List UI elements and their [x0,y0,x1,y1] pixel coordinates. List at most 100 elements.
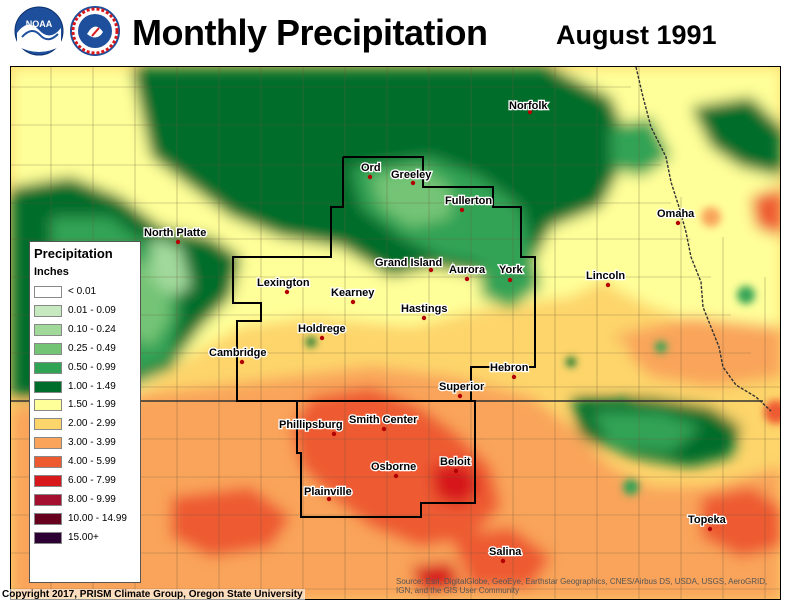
legend-units: Inches [34,266,69,278]
city-label-lexington: Lexington [257,277,310,289]
legend-label: < 0.01 [68,286,97,297]
legend-swatch [34,456,62,469]
city-label-lincoln: Lincoln [586,270,625,282]
legend-swatch [34,342,62,355]
city-label-kearney: Kearney [331,287,375,299]
city-label-hastings: Hastings [401,303,447,315]
city-marker-plainville [326,496,332,502]
legend-label: 6.00 - 7.99 [68,475,116,486]
legend-row: 10.00 - 14.99 [34,512,138,527]
city-label-aurora: Aurora [449,264,486,276]
city-label-holdrege: Holdrege [298,323,346,335]
legend-label: 8.00 - 9.99 [68,493,116,505]
city-marker-york [507,277,513,283]
legend-label: 15.00+ [68,531,99,543]
legend-swatch [34,286,62,298]
legend-swatch [34,512,62,525]
city-marker-grand-island [428,267,434,273]
city-label-ord: Ord [361,162,381,174]
legend-swatch [34,493,62,506]
date-label: August 1991 [556,20,717,50]
legend-title: Precipitation [34,246,113,261]
city-marker-ord [367,174,373,180]
city-marker-omaha [675,220,681,226]
city-label-beloit: Beloit [440,456,471,468]
legend-label: 3.00 - 3.99 [68,437,116,449]
legend-label: 4.00 - 5.99 [68,456,116,468]
city-label-phillipsburg: Phillipsburg [279,419,343,431]
page-title: Monthly Precipitation [132,12,488,53]
legend-swatch [34,437,62,450]
legend-swatch [34,361,62,374]
city-marker-smith-center [381,426,387,432]
city-marker-lexington [284,289,290,295]
legend-row: 0.10 - 0.24 [34,323,138,338]
legend-row: < 0.01 [34,286,138,300]
city-label-omaha: Omaha [657,208,695,220]
copyright-text: Copyright 2017, PRISM Climate Group, Ore… [0,589,305,600]
legend-swatch [34,399,62,412]
city-labels: Norfolk Ord Greeley Fullerton Omaha Nort… [143,99,728,560]
city-label-cambridge: Cambridge [209,347,266,359]
county-boundaries [11,67,780,599]
legend-label: 2.00 - 2.99 [68,418,116,430]
city-marker-beloit [453,468,459,474]
noaa-logo: NOAA [14,6,64,56]
legend-label: 0.01 - 0.09 [68,304,116,316]
city-label-grand-island: Grand Island [375,257,442,269]
city-marker-greeley [410,180,416,186]
city-label-hebron: Hebron [490,362,529,374]
legend-row: 0.01 - 0.09 [34,304,138,319]
legend-row: 3.00 - 3.99 [34,437,138,451]
city-label-superior: Superior [439,381,485,393]
precip-field [11,67,780,599]
legend-row: 1.50 - 1.99 [34,399,138,413]
region-outline-north [343,156,536,401]
city-label-plainville: Plainville [304,486,352,498]
city-label-topeka: Topeka [688,514,727,526]
city-marker-holdrege [319,335,325,341]
legend-row: 0.50 - 0.99 [34,361,138,376]
city-label-fullerton: Fullerton [445,195,492,207]
legend-label: 0.25 - 0.49 [68,342,116,354]
region-outline-west [232,157,471,402]
city-label-york: York [499,264,524,276]
city-marker-superior [457,393,463,399]
city-marker-north-platte [175,239,181,245]
legend-row: 15.00+ [34,531,138,546]
legend-swatch [34,323,62,336]
city-label-smith-center: Smith Center [349,414,418,426]
legend-swatch [34,304,62,317]
city-marker-fullerton [459,207,465,213]
legend-label: 10.00 - 14.99 [68,512,127,524]
legend-label: 1.50 - 1.99 [68,399,116,411]
region-outline-kansas [296,400,476,518]
city-marker-topeka [707,526,713,532]
legend-row: 4.00 - 5.99 [34,456,138,470]
national-weather-service-logo [70,6,120,56]
legend-row: 2.00 - 2.99 [34,418,138,432]
legend-swatch [34,418,62,431]
city-marker-norfolk [527,109,533,115]
legend-row: 1.00 - 1.49 [34,380,138,395]
city-marker-salina [500,558,506,564]
city-label-salina: Salina [489,546,522,558]
city-marker-hebron [511,374,517,380]
city-marker-osborne [393,473,399,479]
city-marker-lincoln [605,282,611,288]
legend-row: 0.25 - 0.49 [34,342,138,357]
city-label-north-platte: North Platte [144,227,206,239]
legend-label: 1.00 - 1.49 [68,380,116,392]
legend-swatch [34,380,62,393]
city-marker-phillipsburg [331,431,337,437]
legend-label: 0.10 - 0.24 [68,323,116,335]
legend-row: 8.00 - 9.99 [34,493,138,508]
city-label-norfolk: Norfolk [509,100,548,112]
city-label-greeley: Greeley [391,169,432,181]
city-marker-cambridge [239,359,245,365]
state-boundary-missouri-river [635,67,772,412]
legend-label: 0.50 - 0.99 [68,361,116,373]
header: NOAA Monthly Precipitation August 1991 [0,0,792,66]
legend-row: 6.00 - 7.99 [34,475,138,489]
svg-text:NOAA: NOAA [26,19,53,29]
